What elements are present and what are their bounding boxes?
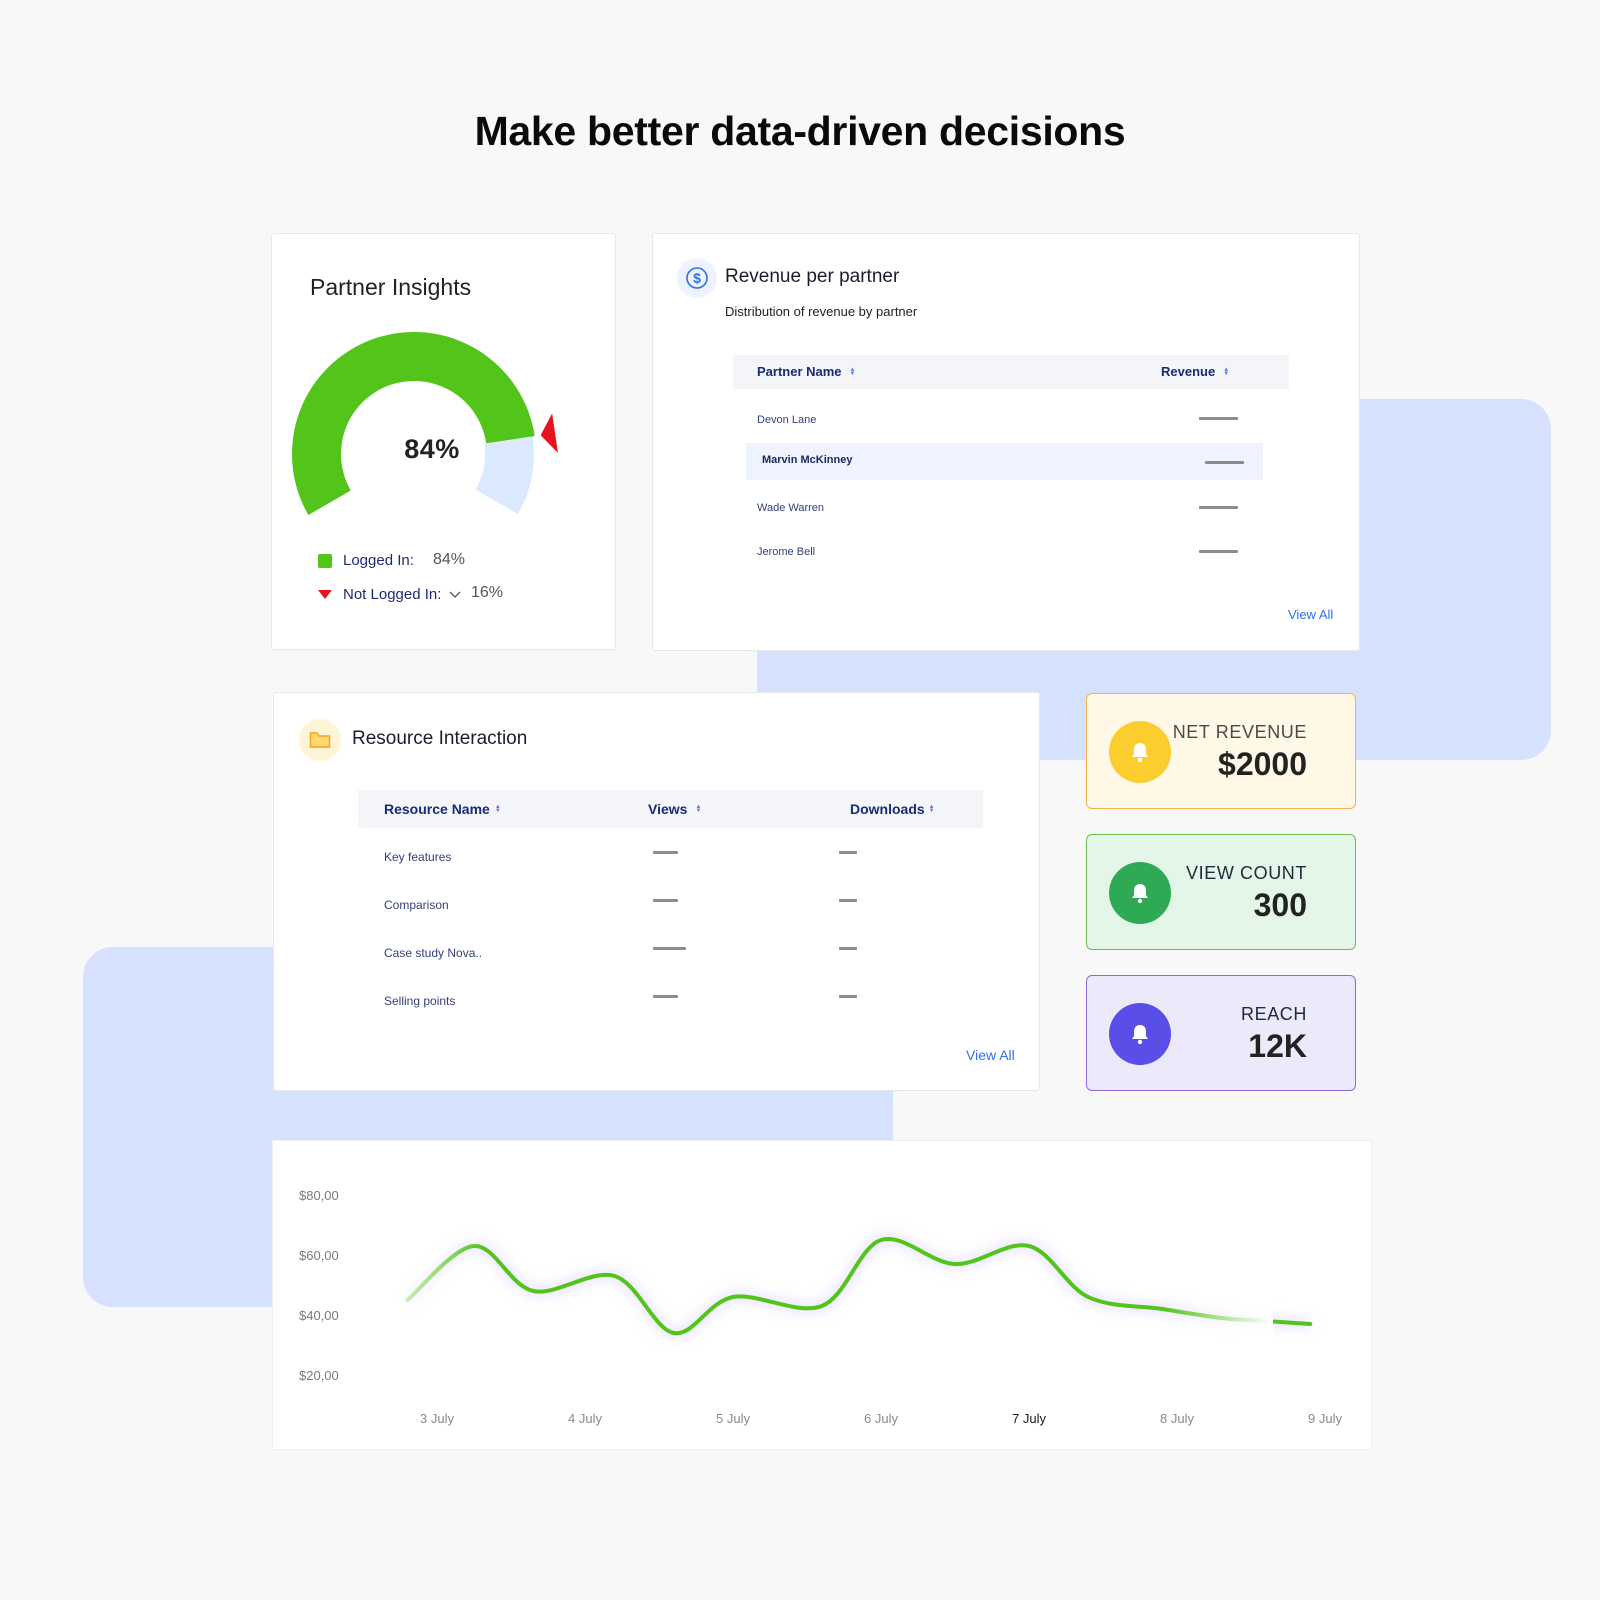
downloads-value [839, 995, 857, 998]
resource-card-title: Resource Interaction [352, 728, 528, 749]
net-revenue-card: NET REVENUE $2000 [1086, 693, 1356, 809]
view-count-value: 300 [1253, 887, 1307, 923]
column-views-label: Views [648, 801, 688, 817]
partner-insights-card: Partner Insights 84% Logged In: 84% Not … [271, 233, 616, 650]
table-row[interactable]: Selling points [384, 994, 456, 1008]
sort-icon[interactable]: ▲ ▼ [1223, 367, 1230, 377]
revenue-value [1199, 550, 1238, 553]
revenue-line-chart: $80,00 $60,00 $40,00 $20,00 3 July 4 July 5 J… [299, 1181, 1342, 1426]
net-revenue-value: $2000 [1218, 746, 1307, 782]
dollar-icon: $ [677, 258, 717, 298]
reach-label: REACH [1240, 1004, 1307, 1024]
column-partner-name[interactable]: Partner Name ▲ ▼ [757, 355, 856, 389]
column-revenue-label: Revenue [1161, 364, 1216, 379]
x-axis-tick: 7 July [1012, 1411, 1046, 1426]
not-logged-in-label: Not Logged In: [343, 586, 442, 603]
sort-icon[interactable]: ▲ ▼ [695, 804, 702, 814]
views-value [653, 947, 686, 950]
bell-icon [1109, 721, 1171, 783]
column-revenue[interactable]: Revenue ▲ ▼ [1161, 355, 1229, 389]
views-value [653, 899, 678, 902]
resource-table-header: Resource Name ▲ ▼ Views ▲ ▼ Downloads ▲ ▼ [358, 790, 983, 828]
net-revenue-label: NET REVENUE [1172, 722, 1307, 742]
legend-logged-in: Logged In: [318, 552, 414, 569]
column-views[interactable]: Views ▲ ▼ [648, 790, 701, 828]
page-headline: Make better data-driven decisions [474, 108, 1126, 154]
revenue-per-partner-card: $ Revenue per partner Distribution of re… [652, 233, 1360, 651]
x-axis-tick[interactable]: 6 July [864, 1411, 898, 1426]
not-logged-in-value: 16% [471, 584, 504, 601]
column-resource-name[interactable]: Resource Name ▲ ▼ [384, 790, 501, 828]
table-row-highlighted[interactable] [746, 443, 1263, 480]
y-axis-tick: $60,00 [299, 1248, 339, 1263]
chart-fade-left [373, 1181, 483, 1361]
sort-icon[interactable]: ▲ ▼ [494, 804, 501, 814]
y-axis-tick: $40,00 [299, 1308, 339, 1323]
table-row[interactable]: Key features [384, 850, 452, 864]
resource-view-all-link[interactable]: View All [966, 1047, 1015, 1063]
folder-icon [299, 719, 341, 761]
table-row[interactable]: Devon Lane [757, 414, 817, 426]
bell-icon [1109, 1003, 1171, 1065]
logged-in-label: Logged In: [343, 552, 414, 569]
x-axis-tick[interactable]: 8 July [1160, 1411, 1194, 1426]
y-axis-tick: $80,00 [299, 1188, 339, 1203]
partner-insights-title: Partner Insights [310, 274, 472, 300]
reach-card: REACH 12K [1086, 975, 1356, 1091]
x-axis-tick[interactable]: 5 July [716, 1411, 750, 1426]
sort-icon[interactable]: ▲ ▼ [928, 804, 935, 814]
x-axis-tick[interactable]: 4 July [568, 1411, 602, 1426]
downloads-value [839, 899, 857, 902]
sort-icon[interactable]: ▲ ▼ [849, 367, 856, 377]
logged-in-swatch-icon [318, 553, 332, 568]
login-gauge [291, 331, 558, 515]
svg-text:$: $ [693, 270, 701, 286]
table-row[interactable]: Case study Nova.. [384, 946, 483, 960]
chevron-down-icon[interactable] [449, 591, 461, 599]
view-count-label: VIEW COUNT [1186, 863, 1307, 883]
downloads-value [839, 851, 857, 854]
gauge-percent: 84% [404, 434, 460, 464]
x-axis-tick[interactable]: 9 July [1308, 1411, 1342, 1426]
chart-fade-right [1163, 1181, 1273, 1361]
logged-in-value: 84% [433, 551, 466, 568]
revenue-value [1205, 461, 1244, 464]
revenue-line-chart-card: $80,00 $60,00 $40,00 $20,00 3 July 4 July 5 J… [272, 1140, 1372, 1450]
revenue-value [1199, 417, 1238, 420]
views-value [653, 995, 678, 998]
y-axis-tick: $20,00 [299, 1368, 339, 1383]
revenue-view-all-link[interactable]: View All [1288, 607, 1334, 622]
gauge-marker-icon [540, 413, 558, 453]
not-logged-in-swatch-icon [318, 590, 332, 599]
gauge-not-logged-in-arc [475, 436, 534, 514]
reach-value: 12K [1248, 1028, 1307, 1064]
column-downloads[interactable]: Downloads ▲ ▼ [850, 790, 935, 828]
column-resource-name-label: Resource Name [384, 801, 490, 817]
revenue-value [1199, 506, 1238, 509]
bell-icon [1109, 862, 1171, 924]
downloads-value [839, 947, 857, 950]
table-row[interactable]: Jerome Bell [757, 546, 816, 558]
column-downloads-label: Downloads [850, 801, 925, 817]
revenue-table-header: Partner Name ▲ ▼ Revenue ▲ ▼ [733, 355, 1289, 389]
legend-not-logged-in[interactable]: Not Logged In: [318, 586, 461, 603]
column-partner-name-label: Partner Name [757, 364, 842, 379]
revenue-card-title: Revenue per partner [725, 266, 900, 287]
table-row[interactable]: Wade Warren [757, 502, 825, 514]
view-count-card: VIEW COUNT 300 [1086, 834, 1356, 950]
resource-interaction-card: Resource Interaction Resource Name ▲ ▼ Vi… [273, 692, 1040, 1091]
revenue-card-subtitle: Distribution of revenue by partner [725, 304, 918, 319]
x-axis-tick[interactable]: 3 July [420, 1411, 454, 1426]
table-row[interactable]: Marvin McKinney [762, 454, 853, 466]
gauge-logged-in-arc [291, 331, 535, 515]
table-row[interactable]: Comparison [384, 898, 449, 912]
views-value [653, 851, 678, 854]
